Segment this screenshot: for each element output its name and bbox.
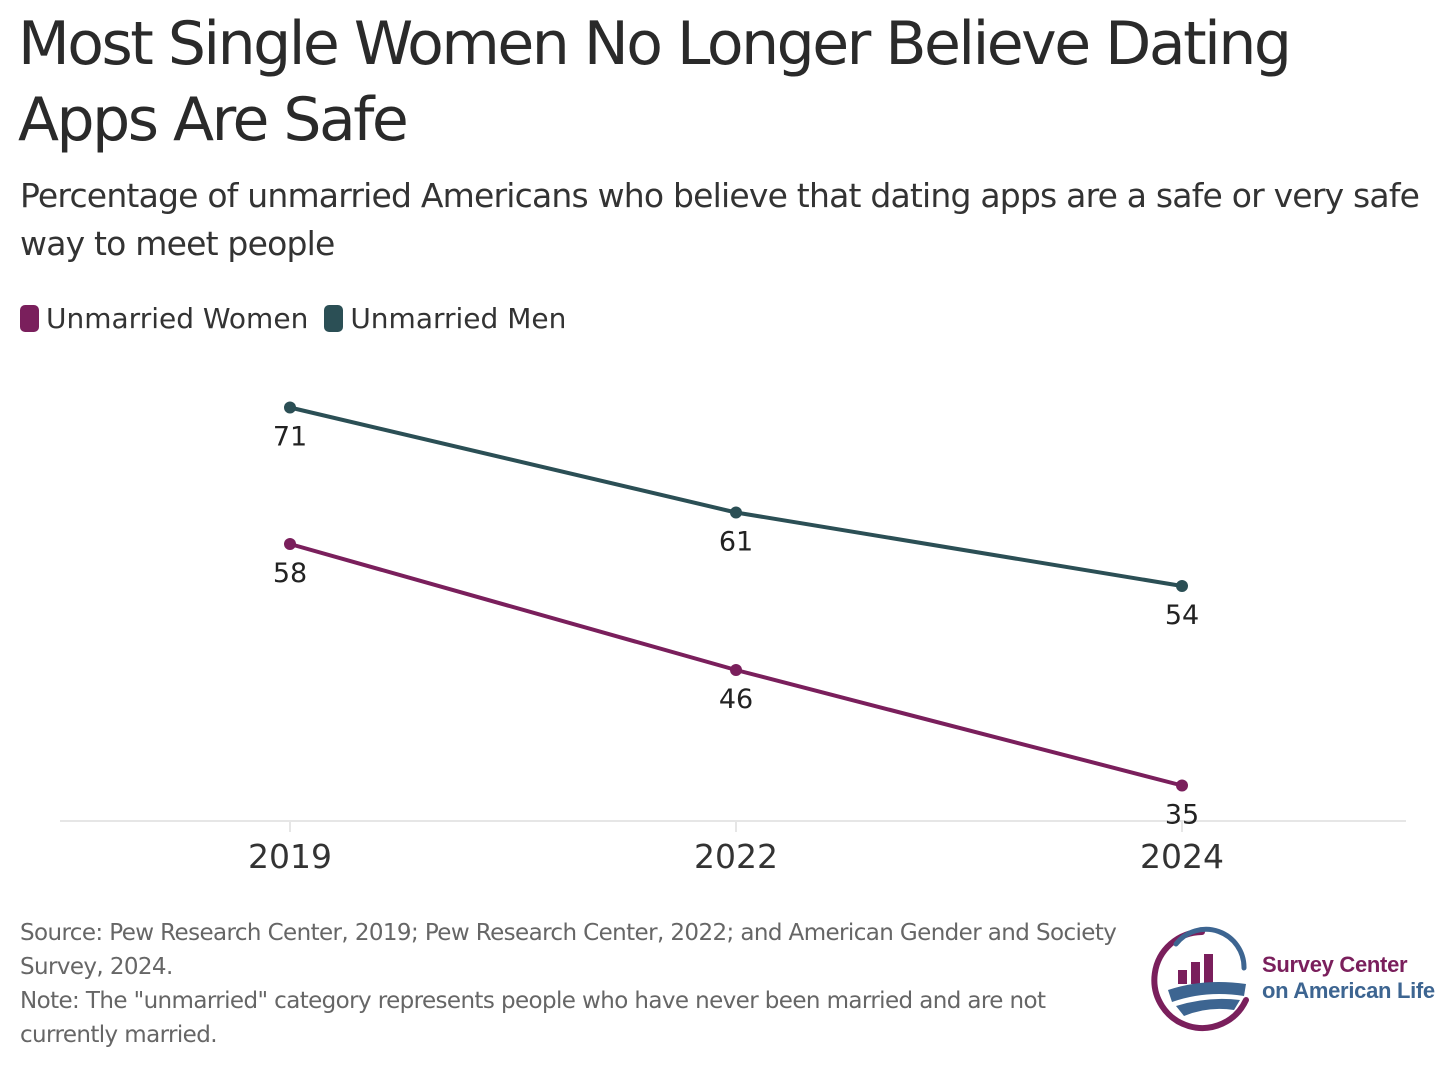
legend-label-men: Unmarried Men (350, 301, 567, 335)
survey-center-logo: Survey Center on American Life (1146, 926, 1446, 1034)
data-label: 54 (1165, 600, 1199, 631)
x-tick-label: 2022 (694, 837, 778, 876)
line-chart: 2019 2022 2024 71 61 54 58 46 35 (60, 401, 1406, 876)
series-line (289, 405, 1183, 588)
data-label: 61 (719, 527, 753, 558)
legend-swatch-men (324, 304, 344, 332)
data-point (730, 664, 742, 676)
data-point (284, 538, 296, 550)
legend-item-women: Unmarried Women (20, 302, 308, 335)
data-point (1176, 580, 1188, 592)
source-note: Source: Pew Research Center, 2019; Pew R… (20, 920, 1117, 980)
x-tick-label: 2024 (1140, 837, 1224, 876)
chart-title: Most Single Women No Longer Believe Dati… (18, 9, 1292, 155)
data-point (1176, 779, 1188, 792)
data-label: 71 (273, 422, 307, 453)
footnote: Source: Pew Research Center, 2019; Pew R… (20, 916, 1130, 1052)
logo-line-1: Survey Center (1262, 952, 1408, 977)
logo-line-2: on American Life (1262, 978, 1435, 1003)
x-tick-label: 2019 (248, 837, 332, 876)
methodology-note: Note: The "unmarried" category represent… (20, 988, 1046, 1048)
legend-item-men: Unmarried Men (324, 302, 566, 335)
data-point (284, 401, 296, 414)
legend: Unmarried Women Unmarried Men (20, 298, 582, 338)
data-point (730, 506, 742, 519)
bar-chart-globe-icon (1151, 926, 1249, 1031)
legend-label-women: Unmarried Women (46, 301, 309, 335)
chart-subtitle: Percentage of unmarried Americans who be… (20, 176, 1420, 263)
data-label: 35 (1165, 800, 1199, 831)
data-label: 58 (273, 558, 307, 589)
logo-text: Survey Center on American Life (1262, 952, 1435, 1004)
legend-swatch-women (20, 304, 39, 332)
data-label: 46 (719, 684, 753, 715)
